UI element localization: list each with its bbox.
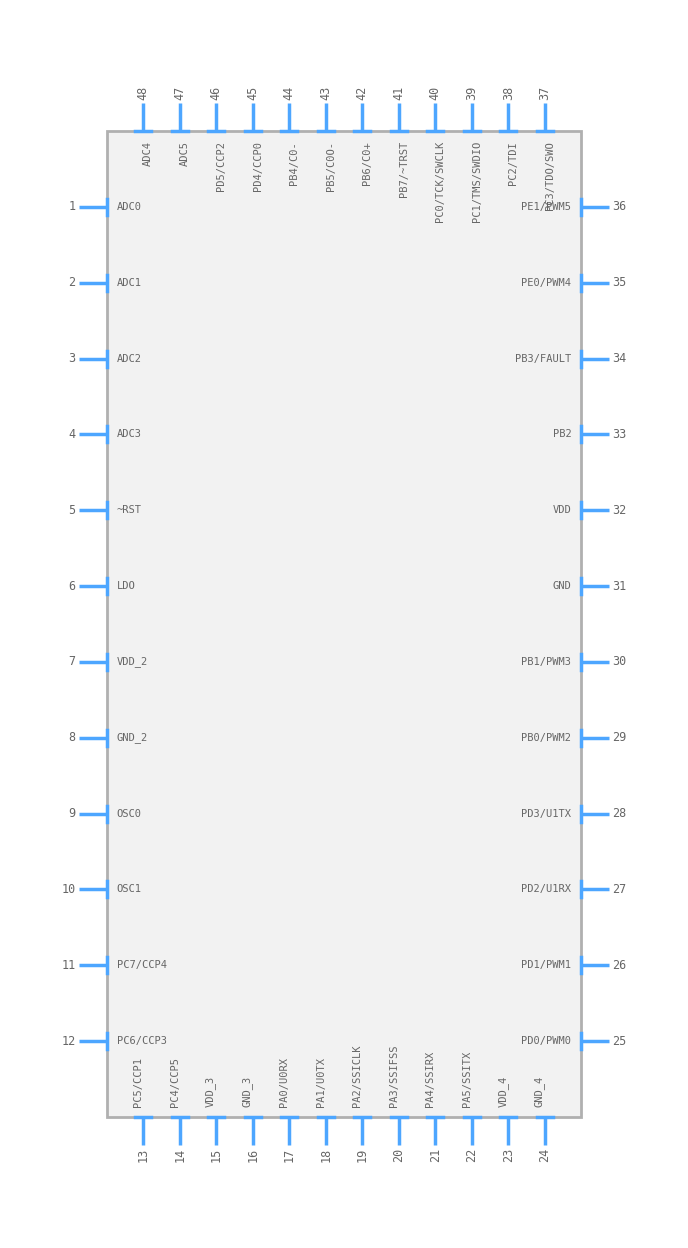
Text: 11: 11	[61, 958, 76, 972]
Text: 9: 9	[69, 807, 76, 820]
Text: 10: 10	[61, 882, 76, 896]
Text: PC5/CCP1: PC5/CCP1	[133, 1057, 143, 1107]
Text: 1: 1	[69, 201, 76, 213]
Text: 46: 46	[210, 86, 223, 100]
Text: 45: 45	[246, 86, 259, 100]
Text: PC0/TCK/SWCLK: PC0/TCK/SWCLK	[436, 141, 445, 222]
Text: 39: 39	[465, 86, 478, 100]
Text: 23: 23	[502, 1148, 515, 1162]
Text: 38: 38	[502, 86, 515, 100]
Text: 40: 40	[429, 86, 442, 100]
Text: OSC1: OSC1	[117, 885, 142, 895]
Text: PD1/PWM1: PD1/PWM1	[522, 960, 571, 970]
Text: OSC0: OSC0	[117, 809, 142, 819]
Text: VDD_3: VDD_3	[205, 1076, 216, 1107]
Text: PA1/U0TX: PA1/U0TX	[316, 1057, 325, 1107]
Text: 30: 30	[612, 655, 627, 669]
Text: PC6/CCP3: PC6/CCP3	[117, 1036, 166, 1046]
Text: 13: 13	[137, 1148, 150, 1162]
Text: PB3/FAULT: PB3/FAULT	[515, 353, 571, 363]
Text: 32: 32	[612, 504, 627, 517]
Text: PD0/PWM0: PD0/PWM0	[522, 1036, 571, 1046]
Text: 36: 36	[612, 201, 627, 213]
Text: 31: 31	[612, 579, 627, 593]
Text: 4: 4	[69, 428, 76, 441]
Text: PE1/PWM5: PE1/PWM5	[522, 202, 571, 212]
Text: 24: 24	[538, 1148, 551, 1162]
Text: 48: 48	[137, 86, 150, 100]
Text: PD4/CCP0: PD4/CCP0	[252, 141, 263, 191]
Text: 27: 27	[612, 882, 627, 896]
Text: 37: 37	[538, 86, 551, 100]
Text: PB6/C0+: PB6/C0+	[363, 141, 372, 185]
Text: PE0/PWM4: PE0/PWM4	[522, 278, 571, 288]
Text: 2: 2	[69, 276, 76, 290]
Text: 20: 20	[392, 1148, 405, 1162]
Text: 12: 12	[61, 1035, 76, 1047]
Text: 29: 29	[612, 731, 627, 744]
Text: PA3/SSIFSS: PA3/SSIFSS	[389, 1045, 399, 1107]
Text: GND_4: GND_4	[534, 1076, 545, 1107]
Text: PB4/C0-: PB4/C0-	[289, 141, 299, 185]
Text: PB5/C0O-: PB5/C0O-	[325, 141, 336, 191]
Text: 3: 3	[69, 352, 76, 366]
Text: GND_2: GND_2	[117, 733, 148, 744]
Text: 7: 7	[69, 655, 76, 669]
Text: 17: 17	[283, 1148, 296, 1162]
Text: PA2/SSICLK: PA2/SSICLK	[352, 1045, 363, 1107]
Text: PA4/SSIRX: PA4/SSIRX	[425, 1051, 436, 1107]
Text: 18: 18	[319, 1148, 332, 1162]
Text: PC2/TDI: PC2/TDI	[508, 141, 518, 185]
Text: 44: 44	[283, 86, 296, 100]
Text: 8: 8	[69, 731, 76, 744]
Text: PB2: PB2	[552, 429, 571, 439]
Text: 21: 21	[429, 1148, 442, 1162]
Text: GND_3: GND_3	[241, 1076, 252, 1107]
Text: VDD: VDD	[552, 505, 571, 515]
Text: PD3/U1TX: PD3/U1TX	[522, 809, 571, 819]
Text: 28: 28	[612, 807, 627, 820]
Text: PC4/CCP5: PC4/CCP5	[170, 1057, 180, 1107]
Text: ADC5: ADC5	[180, 141, 190, 166]
Text: PB0/PWM2: PB0/PWM2	[522, 733, 571, 743]
Text: 43: 43	[319, 86, 332, 100]
Text: PA5/SSITX: PA5/SSITX	[462, 1051, 472, 1107]
Text: ADC2: ADC2	[117, 353, 142, 363]
Text: 19: 19	[356, 1148, 369, 1162]
Text: ADC3: ADC3	[117, 429, 142, 439]
Text: VDD_2: VDD_2	[117, 656, 148, 668]
Text: LDO: LDO	[117, 582, 136, 592]
Text: 6: 6	[69, 579, 76, 593]
Text: ADC1: ADC1	[117, 278, 142, 288]
Text: ADC4: ADC4	[143, 141, 153, 166]
Text: PD5/CCP2: PD5/CCP2	[216, 141, 226, 191]
Text: 47: 47	[173, 86, 186, 100]
Text: PA0/U0RX: PA0/U0RX	[279, 1057, 289, 1107]
Text: 33: 33	[612, 428, 627, 441]
Text: ADC0: ADC0	[117, 202, 142, 212]
Bar	[107, 131, 581, 1117]
Text: PB1/PWM3: PB1/PWM3	[522, 656, 571, 666]
Text: 16: 16	[246, 1148, 259, 1162]
Text: 35: 35	[612, 276, 627, 290]
Text: PD2/U1RX: PD2/U1RX	[522, 885, 571, 895]
Text: GND: GND	[552, 582, 571, 592]
Text: 42: 42	[356, 86, 369, 100]
Text: 26: 26	[612, 958, 627, 972]
Text: 41: 41	[392, 86, 405, 100]
Text: PC1/TMS/SWDIO: PC1/TMS/SWDIO	[472, 141, 482, 222]
Text: PC3/TDO/SWO: PC3/TDO/SWO	[545, 141, 555, 210]
Text: 25: 25	[612, 1035, 627, 1047]
Text: PC7/CCP4: PC7/CCP4	[117, 960, 166, 970]
Text: 34: 34	[612, 352, 627, 366]
Text: ~RST: ~RST	[117, 505, 142, 515]
Text: PB7/~TRST: PB7/~TRST	[399, 141, 409, 197]
Text: VDD_4: VDD_4	[497, 1076, 508, 1107]
Text: 22: 22	[465, 1148, 478, 1162]
Text: 15: 15	[210, 1148, 223, 1162]
Text: 14: 14	[173, 1148, 186, 1162]
Text: 5: 5	[69, 504, 76, 517]
